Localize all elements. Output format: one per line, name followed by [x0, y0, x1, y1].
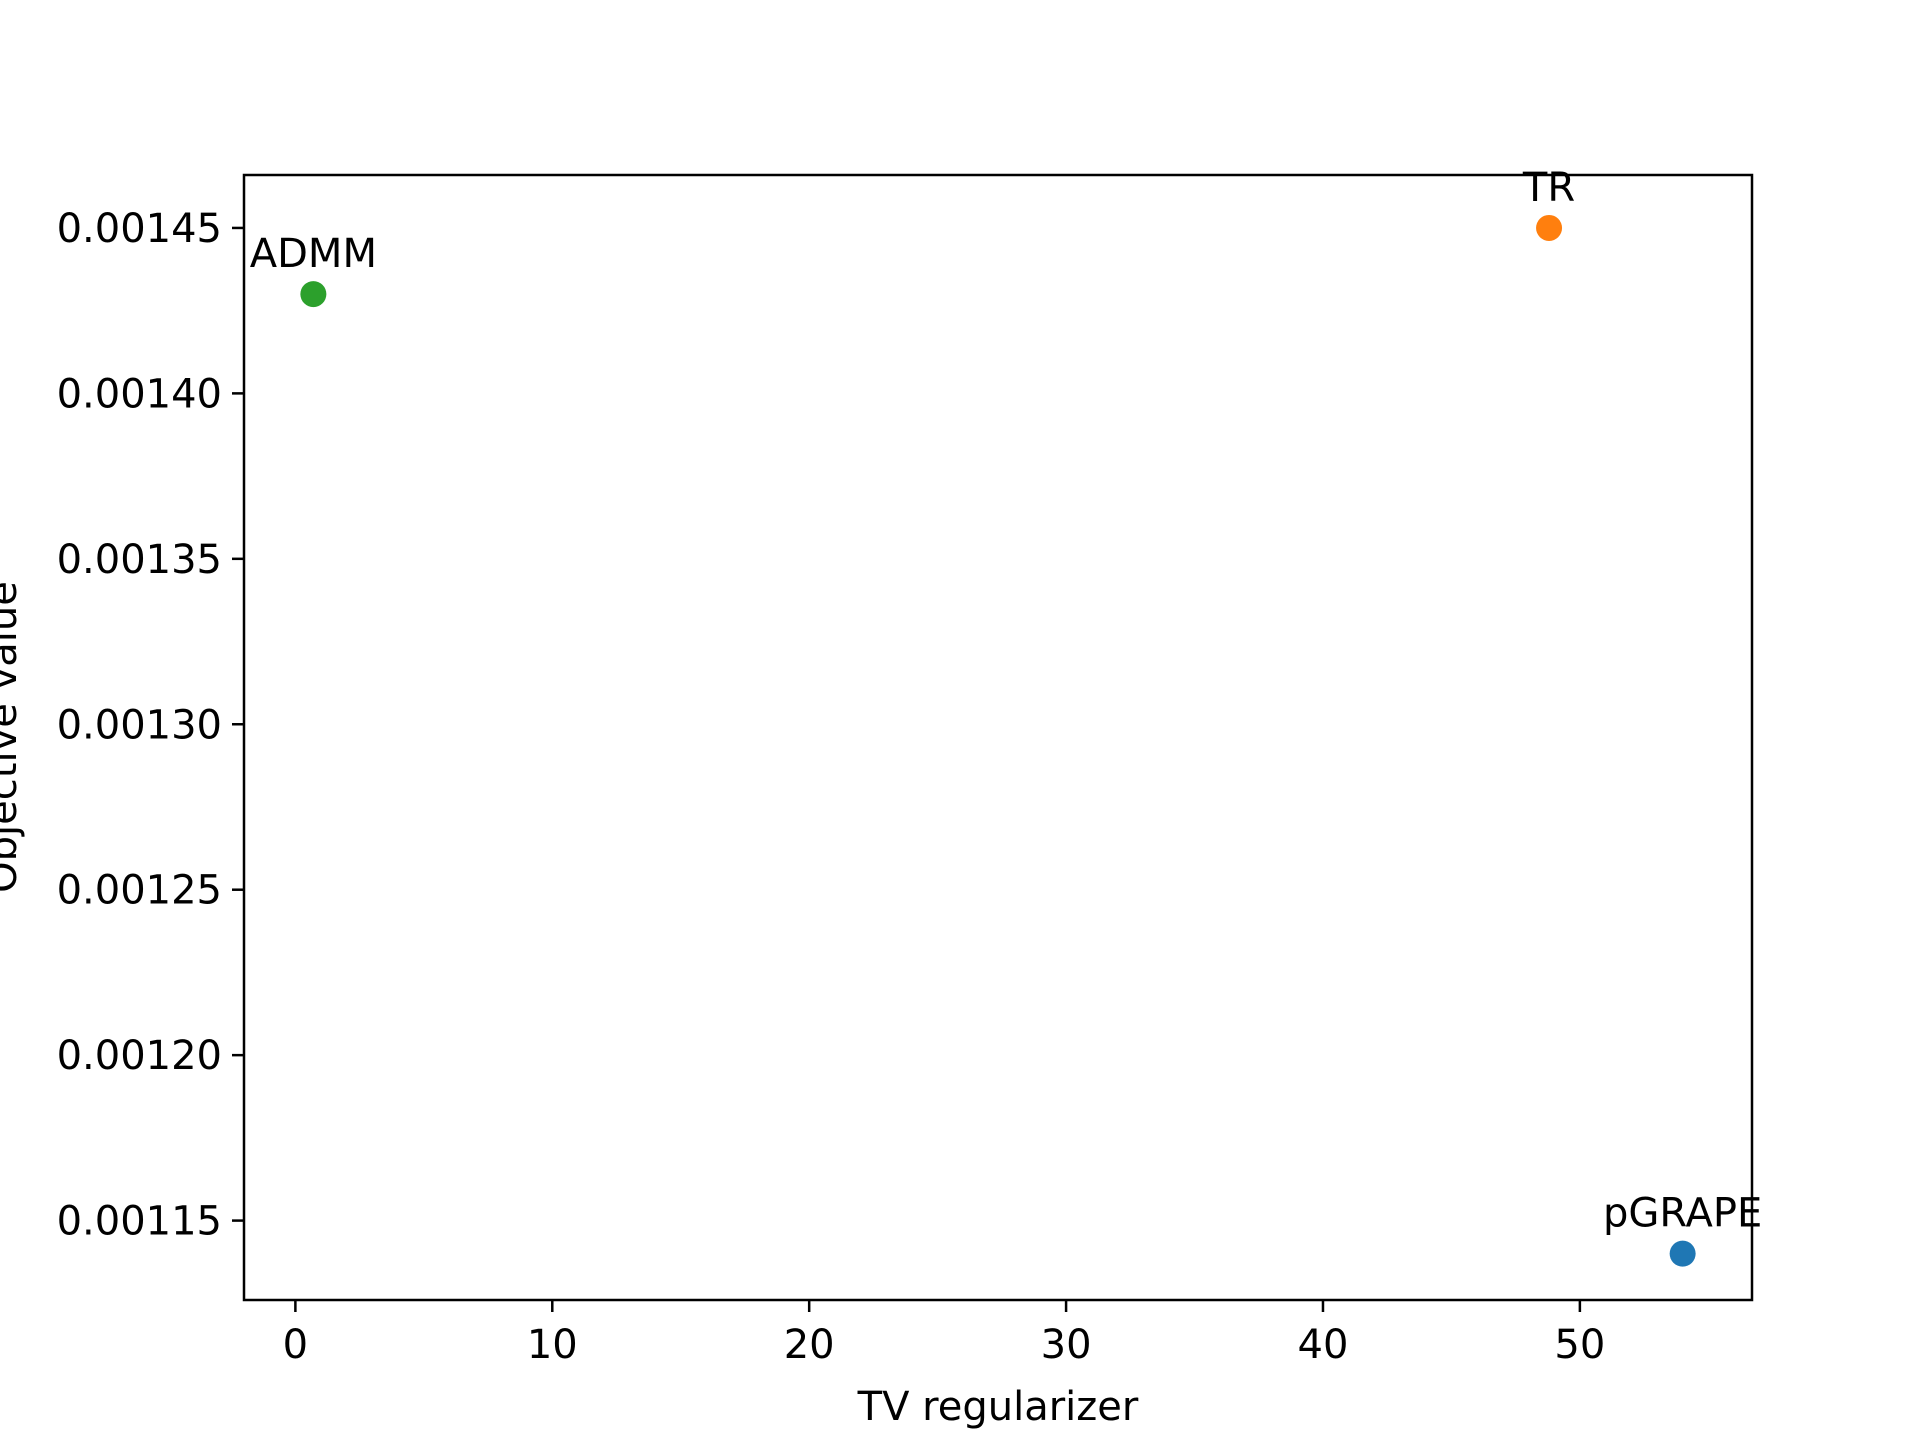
x-tick-label: 0: [283, 1322, 308, 1368]
y-tick-label: 0.00130: [57, 702, 222, 748]
x-tick-label: 20: [784, 1322, 835, 1368]
point-label-pgrape: pGRAPE: [1603, 1191, 1762, 1237]
x-tick-label: 30: [1041, 1322, 1092, 1368]
y-tick-label: 0.00145: [57, 206, 222, 252]
y-tick-label: 0.00120: [57, 1033, 222, 1079]
y-tick-label: 0.00125: [57, 868, 222, 914]
data-points: pGRAPE TR ADMM: [250, 165, 1762, 1267]
y-axis-label: Objective value: [0, 581, 26, 893]
x-tick-label: 10: [527, 1322, 578, 1368]
plot-area-frame: [242, 173, 1754, 1302]
y-tick-label: 0.00115: [57, 1199, 222, 1245]
point-label-admm: ADMM: [250, 231, 377, 277]
y-tick-label: 0.00135: [57, 537, 222, 583]
y-tick-label: 0.00140: [57, 371, 222, 417]
data-point-tr: [1536, 214, 1563, 241]
x-tick-label: 50: [1554, 1322, 1605, 1368]
x-tick-label: 40: [1298, 1322, 1349, 1368]
data-point-admm: [300, 281, 327, 308]
x-axis-label: TV regularizer: [857, 1384, 1139, 1430]
x-axis-ticks: 0 10 20 30 40 50: [283, 1300, 1605, 1368]
point-label-tr: TR: [1522, 165, 1575, 211]
data-point-pgrape: [1669, 1240, 1696, 1267]
y-axis-ticks: 0.00115 0.00120 0.00125 0.00130 0.00135 0.001…: [57, 206, 244, 1245]
